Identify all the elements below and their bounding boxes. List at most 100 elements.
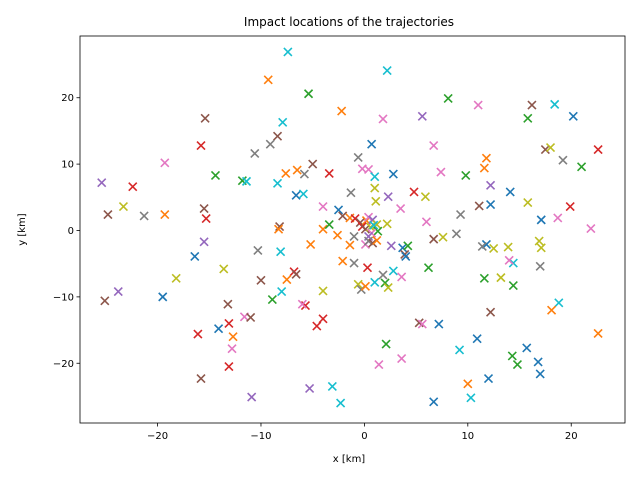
data-point: [199, 204, 209, 214]
data-point: [527, 100, 537, 110]
data-point: [160, 158, 170, 168]
data-point: [396, 204, 406, 214]
data-point: [481, 153, 491, 163]
data-point: [463, 379, 473, 389]
data-point: [283, 47, 293, 57]
data-point: [337, 106, 347, 116]
data-point: [417, 111, 427, 121]
data-point: [496, 273, 506, 283]
data-point: [228, 332, 238, 342]
data-point: [477, 241, 487, 251]
data-point: [273, 224, 284, 234]
data-point: [303, 89, 314, 99]
data-point: [345, 240, 355, 250]
data-point: [292, 165, 302, 175]
data-point: [250, 148, 260, 159]
data-point: [383, 192, 393, 202]
data-point: [545, 142, 556, 153]
y-tick-label: −10: [53, 292, 74, 303]
y-tick-label: 0: [68, 226, 74, 237]
data-point: [536, 215, 546, 225]
data-point: [336, 398, 346, 408]
data-point: [456, 209, 466, 220]
data-point: [536, 243, 546, 253]
data-point: [550, 99, 560, 109]
data-point: [466, 393, 476, 403]
data-point: [362, 263, 373, 273]
data-point: [438, 232, 448, 242]
data-point: [103, 209, 113, 220]
data-point: [479, 273, 489, 283]
data-point: [370, 277, 380, 287]
data-point: [224, 318, 234, 328]
data-point: [160, 209, 170, 220]
data-point: [349, 258, 359, 268]
data-point: [272, 131, 283, 141]
data-point: [507, 351, 517, 361]
data-point: [533, 357, 543, 367]
data-point: [388, 266, 398, 276]
data-point: [454, 345, 465, 355]
x-tick-label: 20: [565, 431, 578, 442]
data-point: [369, 220, 379, 230]
data-point: [505, 187, 515, 197]
x-tick-label: 10: [461, 431, 474, 442]
y-axis-ticks: −20 −10 0 10 20: [53, 93, 80, 370]
x-tick-label: −10: [250, 431, 271, 442]
data-point: [547, 305, 557, 315]
data-point: [224, 362, 234, 372]
data-point: [371, 196, 381, 206]
data-point: [196, 140, 206, 151]
data-point: [472, 334, 482, 344]
data-point: [558, 155, 568, 165]
data-point: [360, 224, 370, 234]
data-point: [508, 258, 518, 268]
data-point: [214, 324, 224, 334]
data-point: [291, 190, 301, 200]
data-point: [200, 113, 210, 123]
data-point: [363, 164, 374, 174]
data-point: [276, 247, 286, 257]
data-point: [451, 229, 461, 239]
data-point: [333, 205, 344, 215]
data-point: [241, 176, 252, 186]
data-point: [485, 180, 496, 190]
data-point: [420, 192, 430, 202]
data-point: [210, 170, 221, 180]
data-point: [308, 159, 318, 169]
data-point: [397, 354, 407, 364]
y-tick-label: −20: [53, 359, 74, 370]
data-point: [324, 168, 334, 178]
plot-frame: [79, 35, 626, 424]
data-point: [429, 397, 439, 407]
data-point: [318, 314, 328, 324]
data-point: [568, 111, 578, 121]
data-point: [503, 242, 513, 252]
data-point: [306, 239, 316, 250]
data-point: [434, 319, 444, 329]
chart-title: Impact locations of the trajectories: [244, 15, 454, 29]
data-point: [196, 373, 206, 384]
data-point: [97, 178, 107, 188]
data-point: [576, 162, 587, 172]
data-point: [401, 251, 411, 261]
data-point: [382, 219, 392, 229]
data-point: [353, 152, 363, 163]
data-point: [332, 230, 343, 240]
data-point: [363, 212, 374, 222]
data-point: [275, 221, 285, 232]
data-point: [479, 163, 489, 173]
data-point: [278, 117, 288, 127]
data-point: [247, 392, 257, 402]
data-point: [297, 299, 307, 309]
data-point: [535, 261, 545, 271]
data-point: [397, 272, 407, 282]
data-point: [360, 281, 370, 291]
data-point: [171, 273, 181, 283]
data-point: [409, 187, 419, 197]
data-point: [370, 183, 380, 193]
data-point: [338, 256, 348, 266]
data-point: [372, 235, 382, 246]
data-point: [373, 226, 383, 236]
